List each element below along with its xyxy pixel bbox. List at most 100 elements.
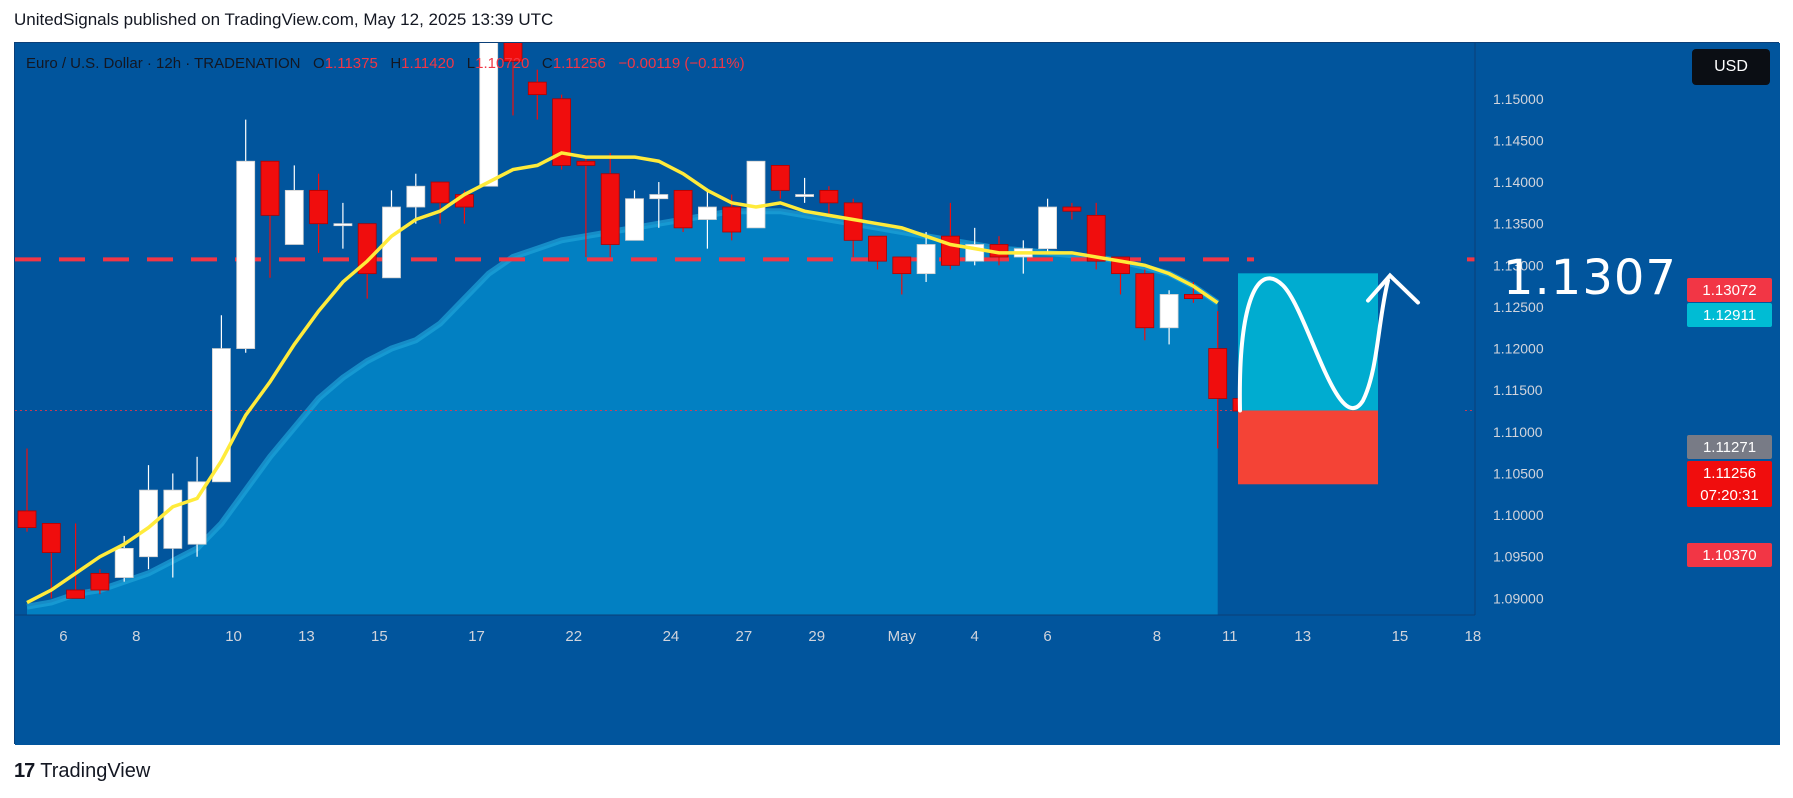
candle-body (333, 223, 353, 227)
change-value: −0.00119 (−0.11%) (618, 55, 745, 72)
ohlc-legend: Euro / U.S. Dollar · 12h · TRADENATION O… (26, 55, 745, 72)
candle-body (1038, 206, 1057, 250)
candle-body (868, 235, 887, 262)
candle-body (357, 223, 377, 275)
candle-body (17, 510, 37, 528)
time-axis-tick: 6 (59, 628, 67, 645)
price-chart[interactable]: 1.09000 1.09500 1.10000 1.10500 1.11000 1.115… (15, 43, 1780, 745)
time-axis-tick: 10 (225, 628, 242, 645)
candle-body (1184, 294, 1203, 300)
symbol-label[interactable]: Euro / U.S. Dollar · 12h · TRADENATION (26, 55, 301, 72)
price-axis-tick: 1.11500 (1493, 382, 1543, 398)
ma-fast-line (26, 151, 1219, 605)
time-axis-tick: 11 (1222, 628, 1238, 645)
candle-body (1159, 294, 1179, 329)
publisher-header: UnitedSignals published on TradingView.c… (14, 10, 554, 29)
time-axis-tick: 27 (736, 628, 753, 645)
time-axis-tick: 15 (1392, 628, 1409, 645)
price-axis-tick: 1.09500 (1493, 549, 1544, 565)
candle-body (479, 43, 499, 187)
low-value: 1.10720 (475, 55, 530, 72)
target-price-label: 1.1307 (1503, 250, 1677, 306)
stop-zone (1238, 410, 1378, 485)
candle-body (1062, 206, 1082, 212)
candle-body (503, 43, 523, 62)
last-price-tag: 1.11256 (1687, 461, 1772, 485)
time-axis-tick: 24 (663, 628, 680, 645)
candle-body (1135, 273, 1155, 329)
candle-body (649, 194, 669, 200)
candle-body (722, 206, 742, 233)
candle-body (284, 189, 304, 245)
candle-body (430, 181, 450, 204)
close-label: C (541, 55, 553, 72)
candle-body (673, 189, 693, 229)
candle-body (1208, 348, 1228, 399)
gray-price-tag: 1.11271 (1687, 435, 1772, 459)
countdown-tag: 07:20:31 (1687, 483, 1772, 507)
low-label: L (466, 55, 476, 72)
candle-body (1086, 214, 1106, 262)
time-axis-tick: 6 (1043, 628, 1051, 645)
close-value: 1.11256 (552, 55, 606, 72)
candle-body (90, 572, 110, 591)
high-label: H (390, 55, 402, 72)
candle-body (770, 165, 790, 191)
price-axis-tick: 1.13000 (1493, 257, 1544, 273)
price-axis-tick: 1.12500 (1493, 299, 1544, 315)
candle-body (163, 489, 183, 549)
candle-body (552, 98, 571, 166)
stop-price-tag: 1.10370 (1687, 543, 1772, 567)
candle-body (260, 160, 280, 216)
candle-body (114, 547, 134, 578)
time-axis-tick: 8 (1153, 628, 1161, 645)
candle-body (600, 173, 620, 245)
target-price-tag: 1.13072 (1687, 278, 1772, 302)
time-axis-tick: 13 (298, 628, 315, 645)
candle-body (527, 81, 547, 96)
time-axis-panel (15, 615, 1780, 745)
time-axis-tick: 22 (565, 628, 582, 645)
price-axis-tick: 1.11000 (1493, 424, 1543, 440)
time-axis-tick: 4 (971, 628, 979, 645)
candle-body (66, 589, 85, 599)
candle-body (187, 481, 207, 545)
price-axis-tick: 1.13500 (1493, 216, 1544, 232)
candle-body (406, 185, 426, 208)
price-axis-tick: 1.10000 (1493, 507, 1544, 523)
open-value: 1.11375 (324, 55, 378, 72)
candle-body (41, 523, 61, 553)
price-axis-tick: 1.14000 (1493, 174, 1544, 190)
price-axis-tick: 1.10500 (1493, 465, 1544, 481)
tradingview-logo-icon: 17 (14, 760, 35, 782)
candle-body (625, 198, 644, 241)
candle-body (309, 189, 329, 225)
candle-body (236, 160, 256, 349)
time-axis-tick: May (888, 628, 917, 645)
price-axis-tick: 1.14500 (1493, 132, 1544, 148)
time-axis-tick: 29 (808, 628, 825, 645)
chart-frame[interactable]: 1.09000 1.09500 1.10000 1.10500 1.11000 1.115… (14, 42, 1780, 745)
time-axis-tick: 17 (468, 628, 485, 645)
candle-body (576, 160, 596, 166)
candle-body (211, 348, 231, 483)
candle-body (819, 189, 839, 204)
projection-arrow-icon (1366, 272, 1420, 305)
candle-body (382, 206, 401, 279)
candle-body (698, 206, 717, 220)
time-axis-tick: 15 (371, 628, 388, 645)
candle-body (795, 194, 814, 197)
candle-body (139, 489, 158, 558)
candle-body (746, 160, 766, 229)
open-label: O (313, 55, 325, 72)
time-axis-tick: 18 (1465, 628, 1482, 645)
price-axis-tick: 1.12000 (1493, 341, 1544, 357)
time-axis-tick: 8 (132, 628, 140, 645)
tradingview-brand: TradingView (40, 760, 151, 782)
time-axis-tick: 13 (1294, 628, 1311, 645)
tradingview-footer[interactable]: 17 TradingView (14, 760, 150, 783)
profit-zone (1238, 273, 1378, 411)
ma-area-fill (27, 211, 1218, 615)
projection-curve (1237, 276, 1390, 413)
currency-button[interactable]: USD (1692, 49, 1770, 85)
